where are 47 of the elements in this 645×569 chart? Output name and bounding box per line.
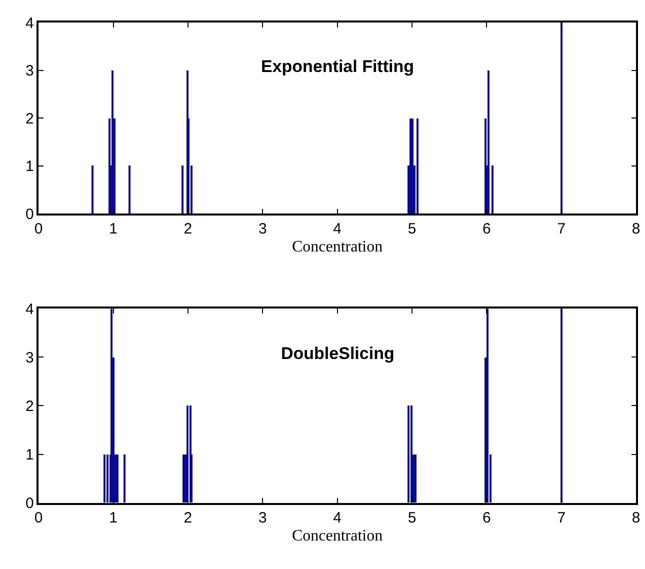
y-tick-label: 3 (25, 350, 34, 366)
x-tick-label: 7 (557, 510, 566, 527)
x-tick-label: 2 (184, 510, 192, 527)
text: DoubleSlicing (281, 344, 394, 363)
x-tick-label: 2 (184, 220, 192, 238)
x-tick-label: 7 (557, 220, 566, 238)
x-tick-label: 5 (408, 510, 416, 527)
bar (92, 166, 94, 214)
bar (412, 118, 414, 214)
bar (410, 118, 412, 214)
bar (124, 454, 126, 503)
x-tick-label: 4 (333, 510, 342, 527)
x-tick-label: 6 (482, 510, 491, 527)
x-tick-label: 8 (632, 220, 640, 238)
x-tick-label: 1 (109, 510, 118, 527)
bar (116, 454, 119, 503)
bar (104, 454, 106, 503)
bar (128, 166, 131, 214)
bar (410, 406, 413, 503)
y-tick-label: 4 (25, 14, 34, 32)
y-tick-label: 0 (25, 206, 34, 223)
text: Exponential Fitting (261, 57, 414, 76)
bar (488, 70, 490, 214)
bar (106, 454, 109, 503)
x-tick-label: 5 (408, 220, 416, 238)
x-axis-title: Concentration (292, 238, 383, 256)
x-tick-label: 1 (109, 220, 118, 238)
bar (408, 406, 410, 503)
x-tick-label: 4 (333, 220, 342, 238)
y-tick-label: 2 (25, 398, 34, 415)
y-tick-label: 0 (25, 495, 34, 512)
y-tick-label: 2 (25, 110, 34, 128)
bar (492, 166, 494, 214)
bar (414, 454, 417, 503)
x-axis-title: Concentration (292, 528, 383, 545)
bar (186, 406, 189, 503)
x-tick-label: 8 (632, 510, 640, 527)
y-tick-label: 1 (25, 446, 34, 464)
y-tick-label: 3 (25, 62, 34, 80)
bar (112, 70, 114, 214)
x-tick-label: 3 (258, 220, 267, 238)
bar (416, 118, 419, 214)
x-tick-label: 6 (482, 220, 491, 238)
y-tick-label: 4 (25, 300, 34, 318)
y-tick-label: 1 (25, 158, 34, 176)
bar (182, 166, 184, 214)
x-tick-label: 3 (258, 510, 267, 527)
